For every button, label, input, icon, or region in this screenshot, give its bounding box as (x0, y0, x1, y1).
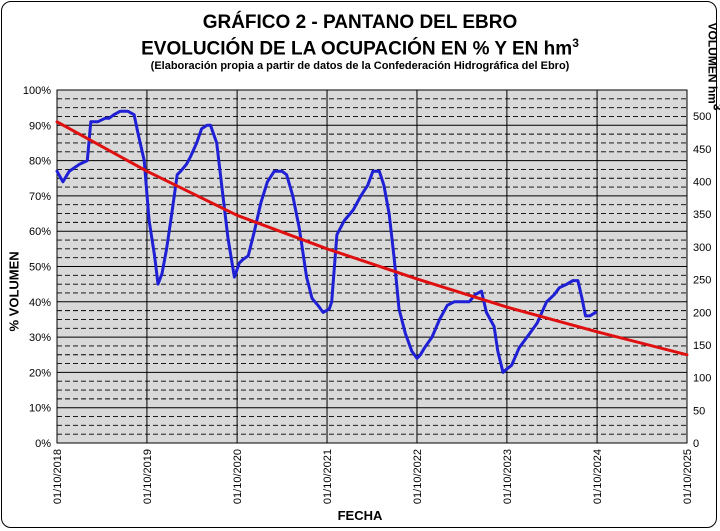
x-tick-label: 01/10/2025 (682, 449, 694, 504)
chart-subtitle: (Elaboración propia a partir de datos de… (150, 60, 570, 72)
y2-tick-label: 200 (693, 307, 711, 319)
y-tick-label: 90% (29, 120, 51, 132)
chart-title-superscript: 3 (572, 36, 579, 50)
y2-label-text: VOLUMEN hm (705, 22, 720, 104)
x-tick-label: 01/10/2022 (412, 449, 424, 504)
x-tick-label: 01/10/2023 (502, 449, 514, 504)
plot-border (56, 89, 688, 444)
x-tick-label: 01/10/2020 (232, 449, 244, 504)
y-tick-label: 70% (29, 191, 51, 203)
y-tick-label: 80% (29, 156, 51, 168)
y2-tick-label: 400 (693, 177, 711, 189)
chart-title-line-2: EVOLUCIÓN DE LA OCUPACIÓN EN % Y EN hm3 (0, 36, 720, 60)
y-tick-label: 40% (29, 297, 51, 309)
y2-tick-label: 0 (693, 438, 699, 450)
y-tick-label: 50% (29, 262, 51, 274)
x-tick-label: 01/10/2021 (322, 449, 334, 504)
y-axis-label-left: % VOLUMEN (6, 251, 22, 332)
x-tick-label: 01/10/2019 (142, 449, 154, 504)
y-axis-label-right: VOLUMEN hm3 (706, 17, 720, 117)
y2-tick-label: 250 (693, 275, 711, 287)
y-tick-label: 0% (35, 438, 51, 450)
trend-line (55, 120, 689, 357)
y2-tick-label: 300 (693, 242, 711, 254)
y2-tick-label: 150 (693, 340, 711, 352)
chart-title-line-2-text: EVOLUCIÓN DE LA OCUPACIÓN EN % Y EN hm (141, 38, 573, 60)
y-tick-label: 60% (29, 226, 51, 238)
y2-tick-label: 100 (693, 373, 711, 385)
y2-tick-label: 50 (693, 405, 705, 417)
y-tick-label: 10% (29, 403, 51, 415)
y-tick-label: 100% (23, 85, 51, 97)
x-axis-label: FECHA (337, 508, 383, 523)
x-tick-label: 01/10/2018 (52, 449, 64, 504)
y2-label-superscript: 3 (711, 104, 720, 111)
y2-tick-label: 450 (693, 144, 711, 156)
y2-tick-label: 500 (693, 111, 711, 123)
y-tick-label: 30% (29, 332, 51, 344)
y-tick-label: 20% (29, 367, 51, 379)
x-tick-label: 01/10/2024 (592, 449, 604, 504)
y2-tick-label: 350 (693, 209, 711, 221)
chart-title: GRÁFICO 2 - PANTANO DEL EBRO (202, 12, 518, 33)
occupancy-line (55, 109, 598, 374)
